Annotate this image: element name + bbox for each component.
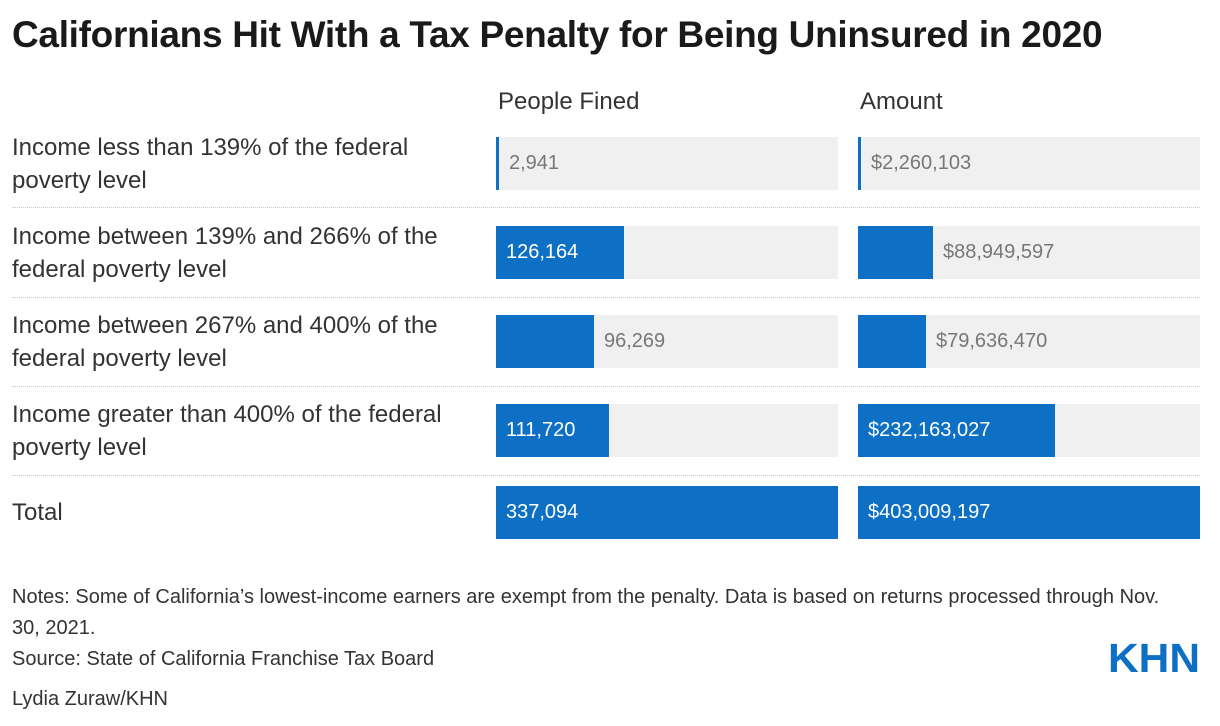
people-bar-track: 337,094 (496, 486, 838, 539)
row-divider (12, 297, 1200, 298)
people-bar (496, 404, 609, 457)
chart-notes: Notes: Some of California’s lowest-incom… (12, 586, 1160, 639)
amount-value-label: $232,163,027 (868, 419, 991, 441)
amount-bar-track: $2,260,103 (858, 137, 1200, 190)
people-bar (496, 315, 594, 368)
row-label: Income greater than 400% of the federal … (12, 400, 442, 461)
khn-logo-mark: KHN (1108, 635, 1200, 681)
row-divider (12, 207, 1200, 208)
khn-logo-text: KHN (1108, 640, 1200, 674)
amount-value-label: $88,949,597 (943, 241, 1055, 263)
people-bar (496, 486, 838, 539)
chart-title: Californians Hit With a Tax Penalty for … (12, 14, 1103, 55)
people-bar (496, 226, 624, 279)
amount-bar (858, 404, 1055, 457)
people-bar-track: 126,164 (496, 226, 838, 279)
amount-bar-track: $79,636,470 (858, 315, 1200, 368)
amount-bar-track: $232,163,027 (858, 404, 1200, 457)
people-value-label: 337,094 (506, 501, 579, 523)
amount-bar (858, 486, 1200, 539)
people-value-label: 126,164 (506, 241, 579, 263)
people-value-label: 2,941 (509, 152, 560, 174)
people-value-label: 96,269 (604, 330, 666, 352)
chart-source: Source: State of California Franchise Ta… (12, 648, 435, 670)
amount-value-label: $2,260,103 (871, 152, 972, 174)
row-label: Total (12, 499, 63, 526)
chart-credit: Lydia Zuraw/KHN (12, 688, 168, 710)
amount-value-label: $79,636,470 (936, 330, 1048, 352)
column-header-amount: Amount (860, 88, 943, 115)
amount-bar (858, 226, 933, 279)
row-divider (12, 386, 1200, 387)
row-label: Income less than 139% of the federal pov… (12, 133, 409, 194)
row-divider (12, 475, 1200, 476)
khn-logo: KHN (1108, 635, 1200, 681)
amount-bar (858, 315, 926, 368)
people-bar-track: 2,941 (496, 137, 838, 190)
amount-value-label: $403,009,197 (868, 501, 991, 523)
people-bar-track: 111,720 (496, 404, 838, 457)
people-bar-track: 96,269 (496, 315, 838, 368)
amount-bar-track: $403,009,197 (858, 486, 1200, 539)
amount-bar-track: $88,949,597 (858, 226, 1200, 279)
people-bar (496, 137, 499, 190)
row-label: Income between 267% and 400% of the fede… (12, 311, 438, 372)
amount-bar (858, 137, 861, 190)
column-header-people-fined: People Fined (498, 88, 640, 115)
row-label: Income between 139% and 266% of the fede… (12, 222, 438, 283)
people-value-label: 111,720 (506, 419, 576, 441)
